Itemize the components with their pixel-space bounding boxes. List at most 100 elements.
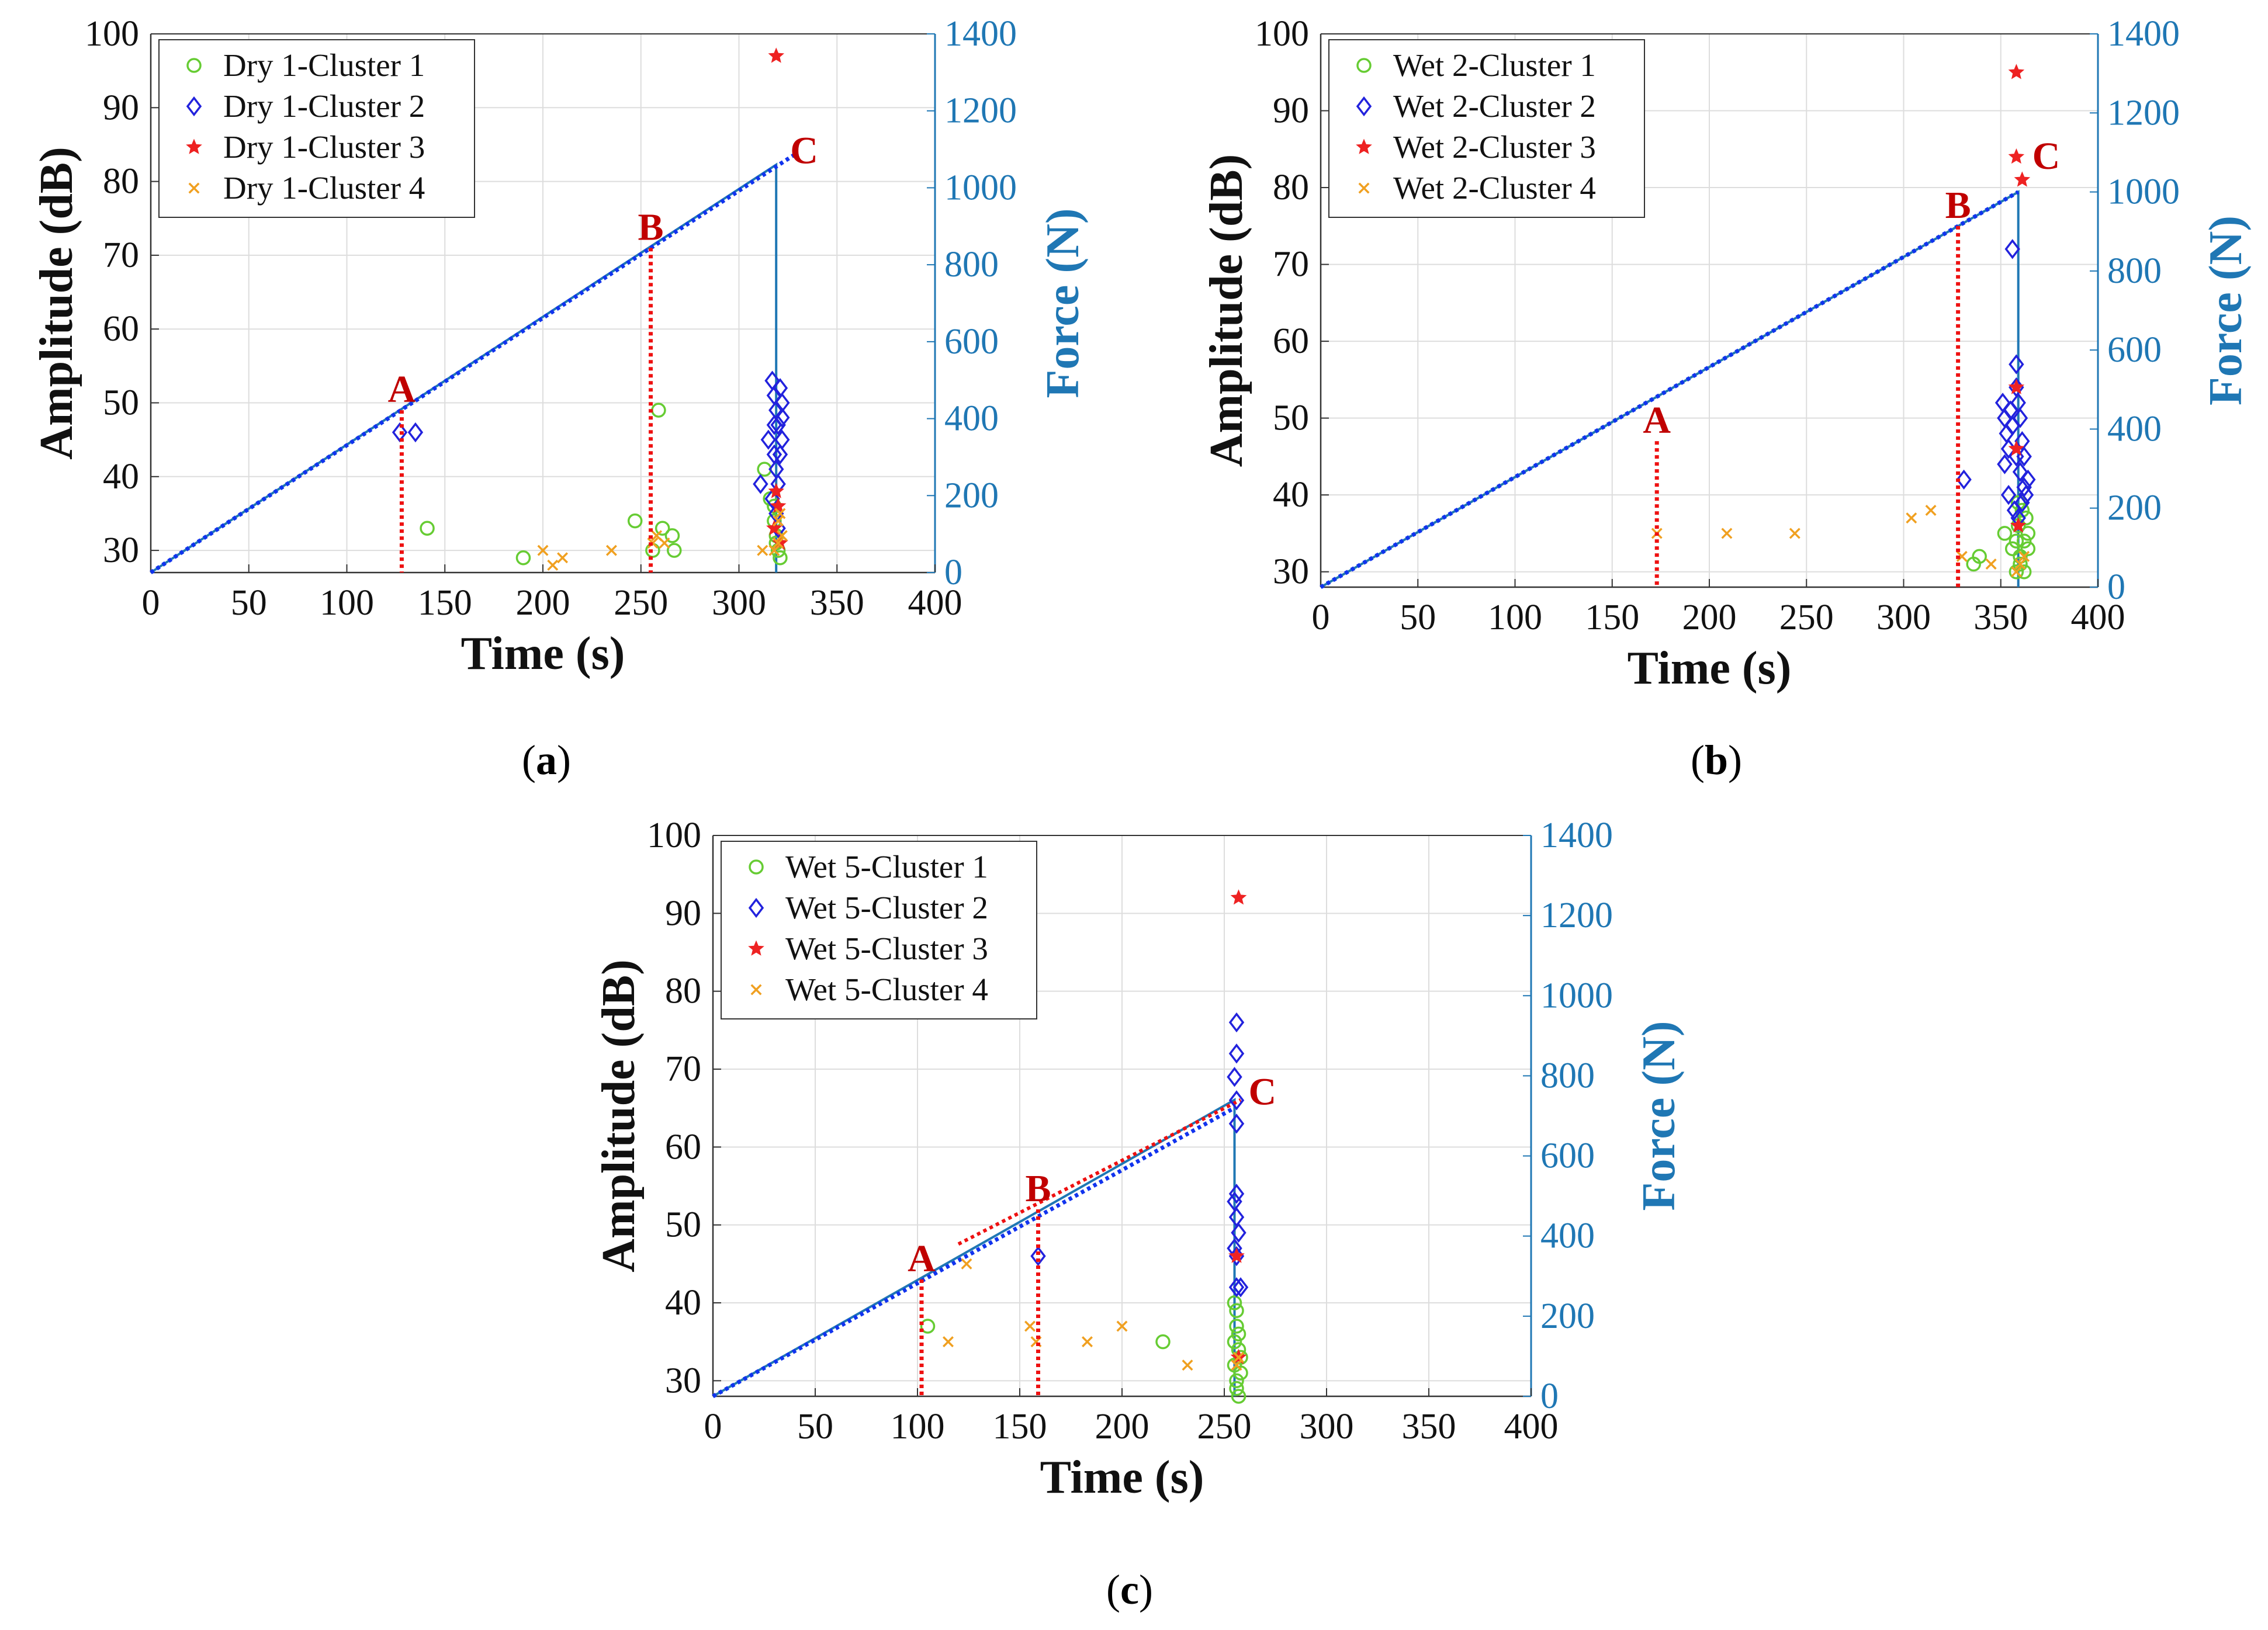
- legend-label-a-1: Dry 1-Cluster 1: [223, 47, 425, 83]
- legend-label-c-3: Wet 5-Cluster 3: [785, 931, 988, 966]
- y2-tick-label-c: 1000: [1540, 976, 1613, 1015]
- point-a-cluster-4: [773, 537, 784, 549]
- point-a-cluster-4: [757, 545, 768, 556]
- x-tick-label-b: 100: [1488, 598, 1542, 637]
- y2-tick-label-c: 600: [1540, 1136, 1595, 1176]
- series-c-cluster-4: [943, 1258, 1244, 1371]
- x-tick-label-b: 50: [1400, 598, 1436, 637]
- legend-label-c-1: Wet 5-Cluster 1: [785, 849, 988, 885]
- marker-label-c-B: B: [1025, 1167, 1051, 1210]
- x-tick-label-a: 250: [614, 583, 668, 623]
- point-b-cluster-2: [1995, 393, 2011, 413]
- point-b-cluster-1: [1997, 526, 2013, 541]
- legend-symbol-b-3: [1356, 138, 1372, 154]
- x-tick-label-c: 100: [891, 1407, 945, 1447]
- point-b-cluster-3: [2010, 517, 2027, 533]
- legend-label-a-3: Dry 1-Cluster 3: [223, 129, 425, 165]
- marker-label-a-B: B: [638, 206, 664, 248]
- point-b-cluster-2: [1997, 454, 2013, 474]
- legend-label-a-2: Dry 1-Cluster 2: [223, 88, 425, 124]
- legend-label-b-3: Wet 2-Cluster 3: [1393, 129, 1596, 165]
- y-tick-label-b: 50: [1273, 398, 1309, 438]
- point-a-cluster-4: [557, 552, 569, 564]
- legend-symbol-c-2: [748, 897, 764, 918]
- point-b-cluster-1: [2018, 510, 2034, 526]
- point-a-cluster-4: [774, 508, 786, 519]
- x-tick-label-a: 100: [320, 583, 374, 623]
- legend-label-c-2: Wet 5-Cluster 2: [785, 890, 988, 925]
- x-axis-label-c: Time (s): [1040, 1452, 1204, 1503]
- point-a-cluster-1: [651, 403, 666, 418]
- point-c-cluster-2: [1228, 1090, 1245, 1111]
- legend-c: Wet 5-Cluster 1 Wet 5-Cluster 2 Wet 5-Clus…: [721, 841, 1037, 1019]
- x-tick-label-a: 150: [418, 583, 472, 623]
- caption-a-letter: a: [535, 737, 557, 783]
- point-a-cluster-4: [605, 545, 617, 556]
- point-c-cluster-2: [1232, 1277, 1249, 1298]
- legend-box-a: [158, 39, 475, 218]
- marker-label-c-C: C: [1249, 1071, 1277, 1114]
- point-c-cluster-2: [1227, 1067, 1242, 1087]
- point-a-cluster-1: [515, 550, 531, 566]
- x-tick-label-b: 150: [1585, 598, 1639, 637]
- point-c-cluster-1: [1229, 1303, 1244, 1319]
- x-tick-label-b: 0: [1312, 598, 1330, 637]
- point-c-cluster-2: [1228, 1207, 1245, 1227]
- point-b-cluster-3: [2014, 171, 2031, 187]
- point-a-cluster-2: [766, 415, 782, 435]
- y-tick-label-b: 60: [1273, 321, 1309, 361]
- legend-box-b: [1328, 39, 1645, 218]
- point-b-cluster-3: [2008, 379, 2025, 394]
- y2-tick-label-b: 1400: [2107, 14, 2180, 54]
- series-a-cluster-4: [537, 508, 788, 571]
- y-tick-label-c: 50: [665, 1205, 701, 1245]
- legend-symbol-a-3: [186, 138, 202, 154]
- y-tick-label-a: 70: [103, 235, 139, 275]
- legend-label-b-2: Wet 2-Cluster 2: [1393, 88, 1596, 124]
- point-b-cluster-4: [2018, 550, 2030, 562]
- legend-a: Dry 1-Cluster 1 Dry 1-Cluster 2 Dry 1-Clus…: [158, 39, 475, 218]
- series-b-cluster-2: [1956, 239, 2036, 528]
- x-tick-label-c: 400: [1504, 1407, 1559, 1447]
- point-a-cluster-1: [420, 521, 435, 536]
- y-axis-label-a: Amplitude (dB): [31, 147, 82, 460]
- point-a-cluster-4: [547, 559, 559, 571]
- point-c-cluster-4: [1233, 1351, 1244, 1363]
- fit-line-a: [150, 153, 795, 574]
- marker-label-b-B: B: [1945, 184, 1971, 227]
- force-line-c: [712, 1098, 1236, 1397]
- y-tick-label-a: 90: [103, 88, 139, 127]
- series-b-cluster-3: [2008, 64, 2031, 533]
- point-c-cluster-1: [1233, 1365, 1248, 1381]
- y2-tick-label-b: 1000: [2107, 172, 2180, 212]
- x-tick-label-c: 200: [1095, 1407, 1149, 1447]
- x-tick-label-a: 300: [712, 583, 766, 623]
- point-c-cluster-1: [1155, 1334, 1171, 1350]
- point-c-cluster-2: [1228, 1114, 1245, 1134]
- point-c-cluster-1: [1227, 1295, 1242, 1310]
- point-b-cluster-3: [2008, 64, 2025, 79]
- point-c-cluster-1: [1229, 1381, 1244, 1396]
- chart-panel-a: 0 50 100 150 200 250 300 350 400 30 40 50 60 70 80 90 10…: [0, 0, 1134, 806]
- x-axis-label-b: Time (s): [1628, 643, 1792, 694]
- chart-a-svg: 0 50 100 150 200 250 300 350 400 30 40 50 60 70 80 90 10…: [31, 14, 1089, 679]
- marker-label-b-A: A: [1643, 399, 1671, 442]
- y2-tick-label-a: 1200: [944, 91, 1017, 131]
- point-b-cluster-4: [1906, 512, 1917, 524]
- y-tick-label-c: 100: [647, 816, 701, 855]
- point-b-cluster-1: [2009, 533, 2024, 549]
- point-b-cluster-3: [2008, 440, 2025, 456]
- y-tick-label-b: 90: [1273, 91, 1309, 131]
- point-a-cluster-1: [667, 543, 682, 558]
- y2-tick-label-c: 1400: [1540, 816, 1613, 855]
- point-a-cluster-2: [764, 488, 780, 509]
- point-a-cluster-4: [659, 537, 670, 549]
- point-c-cluster-3: [1228, 1247, 1245, 1263]
- y-tick-label-b: 30: [1273, 552, 1309, 592]
- point-c-cluster-4: [1182, 1360, 1193, 1371]
- y2-tick-label-c: 400: [1540, 1216, 1595, 1256]
- x-tick-label-b: 200: [1682, 598, 1737, 637]
- x-tick-label-c: 300: [1300, 1407, 1354, 1447]
- marker-label-a-A: A: [388, 368, 416, 411]
- y-tick-label-a: 80: [103, 162, 139, 202]
